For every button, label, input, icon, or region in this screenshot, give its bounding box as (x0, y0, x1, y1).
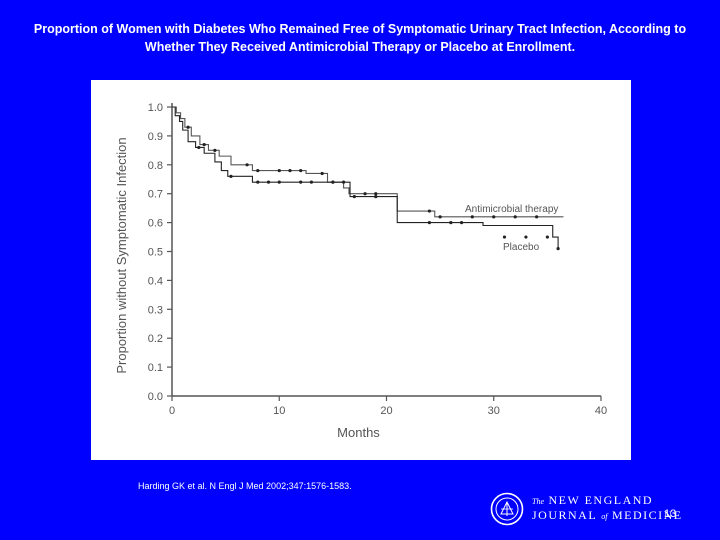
series-line-placebo (172, 106, 559, 249)
y-tick-label: 0.2 (148, 333, 163, 345)
slide-title-line1: Proportion of Women with Diabetes Who Re… (33, 22, 687, 36)
y-tick-label: 1.0 (148, 102, 163, 114)
y-tick-label: 0.3 (148, 304, 163, 316)
x-axis-label: Months (337, 425, 380, 440)
censor-mark-antimicrobial-therapy (438, 215, 442, 219)
x-tick-label: 40 (595, 405, 607, 417)
censor-mark-antimicrobial-therapy (277, 168, 281, 173)
journal-line1: The NEW ENGLAND (532, 493, 653, 508)
y-axis-label: Proportion without Symptomatic Infection (114, 137, 129, 373)
censor-mark-placebo (266, 180, 271, 184)
x-tick-label: 30 (488, 405, 500, 417)
censor-mark-antimicrobial-therapy (535, 215, 539, 219)
y-tick-label: 0.4 (148, 275, 163, 287)
censor-mark-antimicrobial-therapy (513, 215, 517, 219)
y-tick-label: 0.7 (148, 189, 163, 201)
censor-mark-placebo (309, 180, 314, 184)
censor-mark-antimicrobial-therapy (470, 215, 474, 219)
censor-mark-antimicrobial-therapy (213, 148, 217, 152)
nejm-seal-icon (490, 492, 524, 526)
censor-mark-placebo (427, 221, 431, 225)
censor-mark-antimicrobial-therapy (186, 125, 190, 129)
censor-mark-placebo (459, 221, 464, 225)
journal-line2: JOURNAL of MEDICINE (532, 508, 683, 523)
journal-of: of (601, 512, 608, 521)
censor-mark-placebo (299, 180, 303, 184)
kaplan-meier-chart: 0.0 0.1 0.2 0.3 0.4 0.5 0.6 0.7 0.8 0.9 1.0 0 10 20 30… (114, 102, 607, 440)
censor-mark-placebo (256, 180, 260, 184)
series-label-antimicrobial-therapy: Antimicrobial therapy (465, 204, 558, 215)
slide-number: 13 (664, 508, 677, 520)
journal-new-england: NEW ENGLAND (548, 493, 654, 507)
censor-mark-placebo (229, 174, 233, 178)
journal-journal: JOURNAL (532, 508, 597, 522)
chart-panel: 0.0 0.1 0.2 0.3 0.4 0.5 0.6 0.7 0.8 0.9 1.0 0 10 20 30… (91, 80, 631, 460)
x-tick-label: 0 (169, 405, 175, 417)
censor-mark-placebo (556, 247, 560, 251)
censor-mark-placebo (197, 145, 201, 150)
y-tick-label: 0.9 (148, 131, 163, 143)
y-tick-label: 0.0 (148, 391, 163, 403)
censor-mark-antimicrobial-therapy (202, 142, 206, 147)
censor-mark-antimicrobial-therapy (374, 192, 378, 196)
censor-mark-placebo (352, 194, 356, 199)
journal-the: The (532, 497, 544, 506)
journal-medicine: MEDICINE (611, 508, 683, 522)
slide-title-line2: Whether They Received Antimicrobial Ther… (144, 40, 576, 54)
censor-mark-placebo (331, 180, 335, 184)
censor-mark-antimicrobial-therapy (245, 163, 249, 167)
y-tick-label: 0.5 (148, 247, 163, 259)
censor-mark-placebo (277, 180, 281, 184)
censor-mark-placebo (449, 221, 453, 225)
censor-mark-placebo (545, 235, 549, 239)
y-tick-label: 0.1 (148, 362, 163, 374)
censor-mark-placebo (502, 235, 507, 239)
censor-mark-placebo (342, 180, 346, 184)
censor-mark-antimicrobial-therapy (320, 171, 324, 176)
x-tick-label: 20 (380, 405, 392, 417)
y-tick-label: 0.8 (148, 160, 163, 172)
y-tick-label: 0.6 (148, 218, 163, 230)
series-label-placebo: Placebo (503, 242, 540, 253)
censor-mark-antimicrobial-therapy (427, 209, 431, 213)
censor-mark-antimicrobial-therapy (288, 168, 292, 173)
nejm-logo: The NEW ENGLAND JOURNAL of MEDICINE (490, 492, 700, 528)
censor-mark-placebo (374, 194, 378, 199)
series-line-antimicrobial-therapy (172, 106, 564, 218)
censor-mark-antimicrobial-therapy (492, 215, 496, 219)
censor-mark-antimicrobial-therapy (256, 168, 260, 173)
x-tick-label: 10 (273, 405, 285, 417)
slide-title: Proportion of Women with Diabetes Who Re… (20, 20, 700, 56)
censor-mark-antimicrobial-therapy (299, 168, 303, 173)
censor-mark-placebo (524, 235, 528, 239)
censor-mark-antimicrobial-therapy (363, 192, 367, 196)
citation: Harding GK et al. N Engl J Med 2002;347:… (138, 481, 352, 491)
